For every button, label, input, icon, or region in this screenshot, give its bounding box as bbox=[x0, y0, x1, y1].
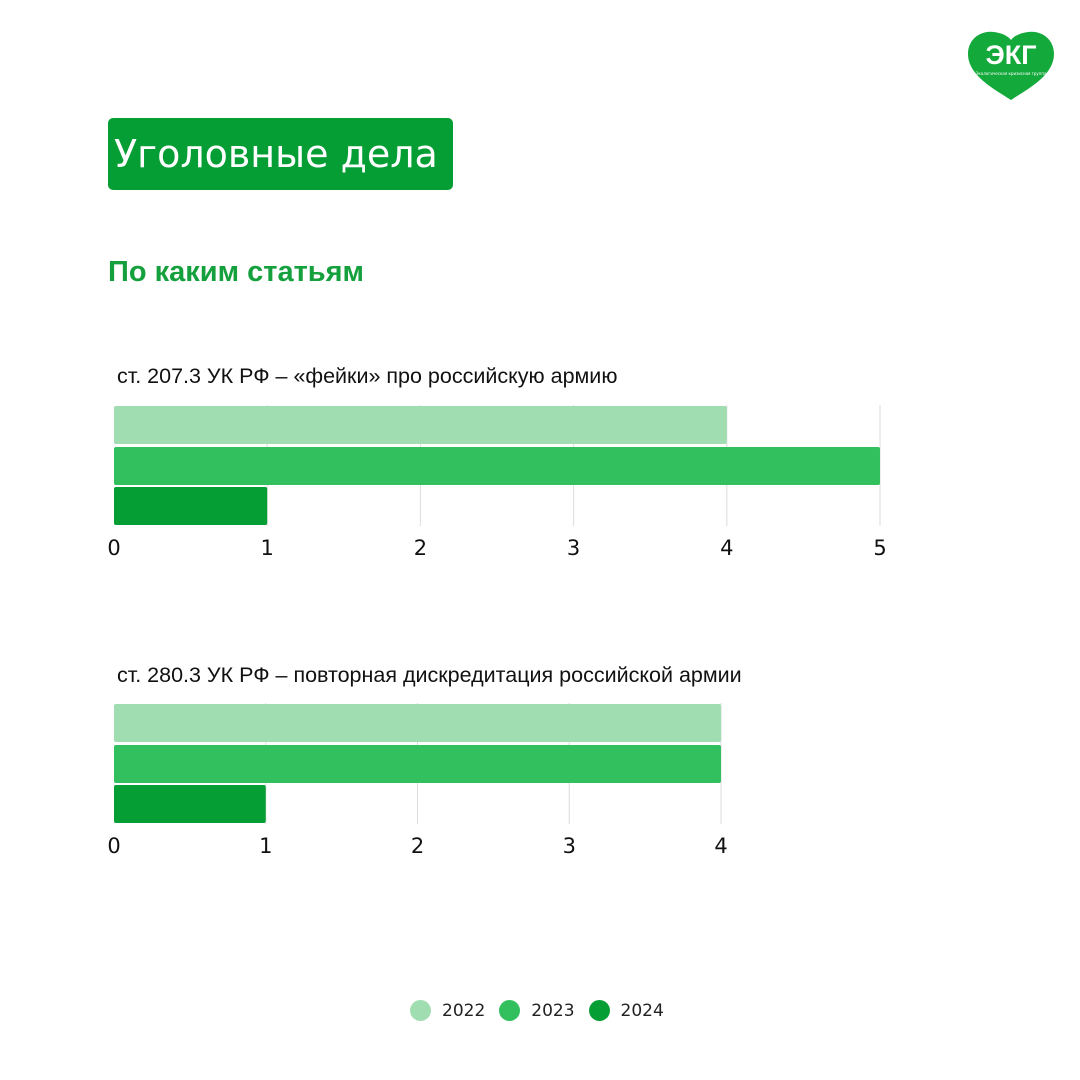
chart-title-280: ст. 280.3 УК РФ – повторная дискредитаци… bbox=[117, 663, 742, 687]
tick-label: 4 bbox=[714, 834, 727, 858]
legend-label-2024: 2024 bbox=[620, 1000, 664, 1021]
page-subtitle: По каким статьям bbox=[108, 256, 364, 288]
tick-label: 0 bbox=[107, 834, 120, 858]
bar-2024 bbox=[114, 487, 268, 525]
tick-label: 2 bbox=[411, 834, 424, 858]
tick-label: 3 bbox=[567, 536, 580, 560]
logo-text: ЭКГ bbox=[986, 40, 1037, 70]
tick-label: 0 bbox=[107, 536, 120, 560]
legend-swatch-2023 bbox=[499, 1000, 521, 1021]
tick-label: 1 bbox=[259, 834, 272, 858]
legend-swatch-2022 bbox=[410, 1000, 431, 1021]
tick-label: 2 bbox=[414, 536, 427, 560]
legend-label-2022: 2022 bbox=[442, 1000, 486, 1021]
bar-2024 bbox=[114, 785, 266, 823]
bar-2023 bbox=[114, 745, 721, 783]
tick-label: 1 bbox=[261, 536, 274, 560]
heart-logo-icon: ЭКГ Экологическая кризисная группа bbox=[968, 31, 1054, 101]
bar-2023 bbox=[114, 447, 880, 485]
bar-2022 bbox=[114, 406, 727, 444]
tick-label: 5 bbox=[873, 536, 886, 560]
bar-chart-280: 0 1 2 3 4 bbox=[107, 703, 728, 858]
legend-item-2022: 2022 bbox=[410, 1000, 485, 1021]
tick-label: 4 bbox=[720, 536, 733, 560]
logo-tagline: Экологическая кризисная группа bbox=[976, 71, 1047, 76]
chart-title-207: ст. 207.3 УК РФ – «фейки» про российскую… bbox=[117, 364, 618, 388]
bar-chart-207: 0 1 2 3 4 5 bbox=[107, 405, 887, 560]
page-title: Уголовные дела bbox=[108, 118, 453, 190]
legend: 2022 2023 2024 bbox=[410, 1000, 678, 1021]
legend-label-2023: 2023 bbox=[531, 1000, 575, 1021]
legend-item-2023: 2023 bbox=[499, 1000, 575, 1021]
legend-item-2024: 2024 bbox=[588, 1000, 664, 1021]
bar-2022 bbox=[114, 704, 721, 742]
tick-label: 3 bbox=[563, 834, 576, 858]
legend-swatch-2024 bbox=[588, 1000, 610, 1021]
